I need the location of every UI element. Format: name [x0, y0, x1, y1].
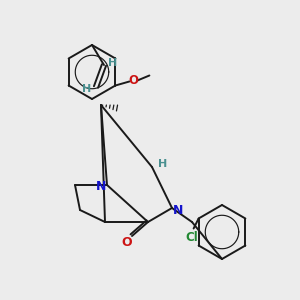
- Text: Cl: Cl: [185, 231, 198, 244]
- Text: H: H: [158, 159, 168, 169]
- Text: N: N: [173, 205, 183, 218]
- Text: H: H: [108, 58, 118, 68]
- Text: N: N: [96, 179, 106, 193]
- Text: H: H: [82, 84, 91, 94]
- Text: O: O: [122, 236, 132, 250]
- Text: O: O: [128, 74, 138, 87]
